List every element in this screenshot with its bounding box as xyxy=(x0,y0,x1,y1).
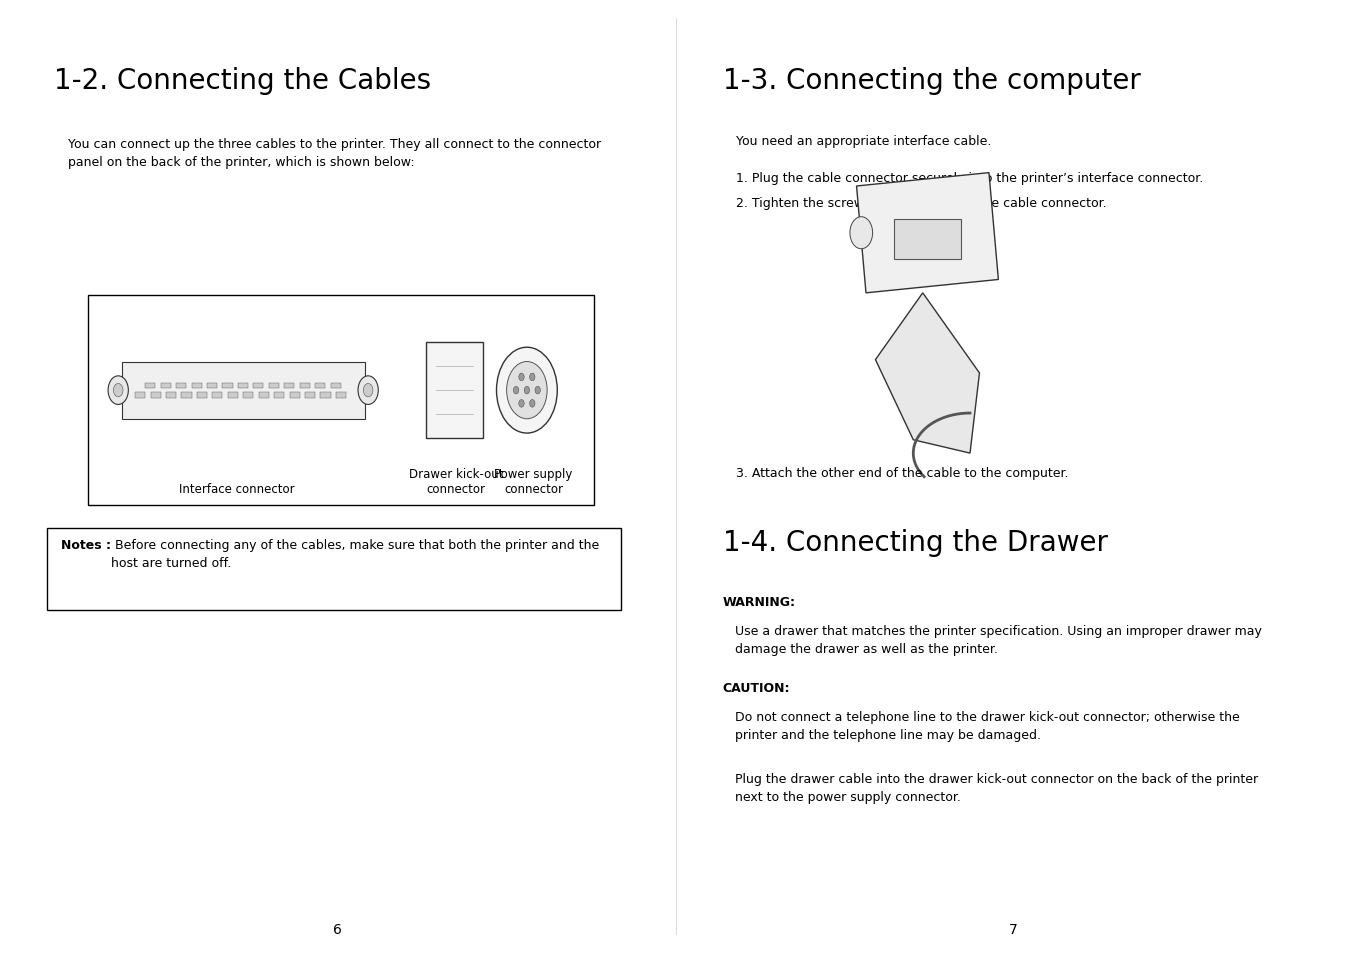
Bar xyxy=(181,393,192,398)
Bar xyxy=(145,383,155,389)
Bar xyxy=(197,393,207,398)
Bar xyxy=(305,393,315,398)
Text: Drawer kick-out
connector: Drawer kick-out connector xyxy=(409,468,503,496)
Text: 1. Plug the cable connector securely into the printer’s interface connector.: 1. Plug the cable connector securely int… xyxy=(736,172,1204,185)
Text: Power supply
connector: Power supply connector xyxy=(494,468,573,496)
Bar xyxy=(336,393,346,398)
Bar xyxy=(284,383,295,389)
Text: CAUTION:: CAUTION: xyxy=(723,681,790,695)
Circle shape xyxy=(530,374,535,381)
Text: Use a drawer that matches the printer specification. Using an improper drawer ma: Use a drawer that matches the printer sp… xyxy=(723,624,1262,655)
Circle shape xyxy=(535,387,540,395)
Text: You can connect up the three cables to the printer. They all connect to the conn: You can connect up the three cables to t… xyxy=(68,138,601,169)
Bar xyxy=(135,393,146,398)
Circle shape xyxy=(519,400,524,408)
Bar xyxy=(192,383,201,389)
Bar xyxy=(315,383,326,389)
Bar xyxy=(894,220,961,260)
FancyBboxPatch shape xyxy=(47,529,621,610)
Bar xyxy=(331,383,340,389)
Bar xyxy=(269,383,278,389)
Text: 3. Attach the other end of the cable to the computer.: 3. Attach the other end of the cable to … xyxy=(736,467,1069,480)
Bar xyxy=(150,393,161,398)
Text: You need an appropriate interface cable.: You need an appropriate interface cable. xyxy=(736,135,992,149)
Text: 1-4. Connecting the Drawer: 1-4. Connecting the Drawer xyxy=(723,529,1108,557)
Text: Plug the drawer cable into the drawer kick-out connector on the back of the prin: Plug the drawer cable into the drawer ki… xyxy=(723,772,1258,802)
Polygon shape xyxy=(857,173,998,294)
Text: Before connecting any of the cables, make sure that both the printer and the
hos: Before connecting any of the cables, mak… xyxy=(111,538,600,569)
Circle shape xyxy=(507,362,547,419)
Bar xyxy=(228,393,238,398)
Bar xyxy=(274,393,284,398)
Circle shape xyxy=(358,376,378,405)
Circle shape xyxy=(497,348,557,434)
Text: Do not connect a telephone line to the drawer kick-out connector; otherwise the
: Do not connect a telephone line to the d… xyxy=(723,710,1239,740)
Text: Interface connector: Interface connector xyxy=(178,482,295,496)
Bar xyxy=(122,362,365,419)
Polygon shape xyxy=(875,294,979,454)
Circle shape xyxy=(850,217,873,250)
Bar xyxy=(243,393,254,398)
Text: 1-2. Connecting the Cables: 1-2. Connecting the Cables xyxy=(54,67,431,94)
Bar xyxy=(289,393,300,398)
FancyBboxPatch shape xyxy=(88,295,594,505)
Bar xyxy=(426,343,482,438)
Bar xyxy=(207,383,218,389)
Text: 2. Tighten the screws on both sides of the cable connector.: 2. Tighten the screws on both sides of t… xyxy=(736,196,1106,210)
Text: WARNING:: WARNING: xyxy=(723,596,796,609)
Bar xyxy=(258,393,269,398)
Circle shape xyxy=(513,387,519,395)
Text: 7: 7 xyxy=(1009,923,1017,936)
Text: Notes :: Notes : xyxy=(61,538,111,552)
Bar xyxy=(238,383,249,389)
Bar xyxy=(166,393,176,398)
Bar xyxy=(212,393,223,398)
Circle shape xyxy=(108,376,128,405)
Bar xyxy=(300,383,309,389)
Circle shape xyxy=(530,400,535,408)
Bar xyxy=(176,383,186,389)
Bar xyxy=(320,393,331,398)
Text: 6: 6 xyxy=(334,923,342,936)
Bar xyxy=(161,383,170,389)
Circle shape xyxy=(113,384,123,397)
Bar xyxy=(223,383,232,389)
Circle shape xyxy=(363,384,373,397)
Circle shape xyxy=(524,387,530,395)
Circle shape xyxy=(519,374,524,381)
Bar xyxy=(254,383,263,389)
Text: 1-3. Connecting the computer: 1-3. Connecting the computer xyxy=(723,67,1140,94)
